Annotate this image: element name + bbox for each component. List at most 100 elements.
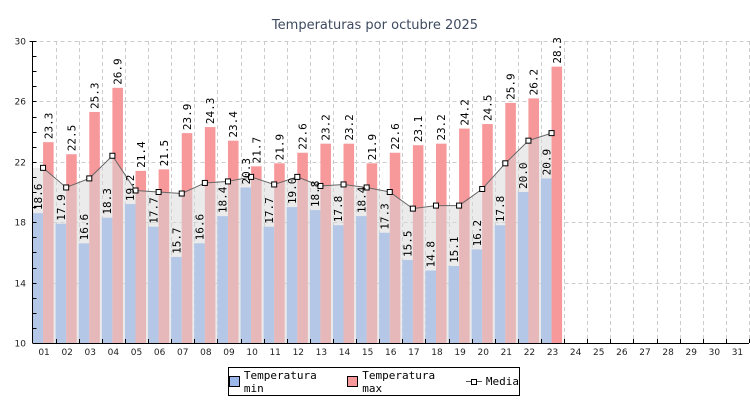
data-label-max: 21.9 [366, 134, 379, 161]
x-tick-label: 06 [154, 348, 166, 358]
data-label-max: 24.2 [458, 99, 471, 126]
media-marker [248, 173, 255, 180]
data-label-max: 21.7 [250, 137, 263, 164]
media-marker [201, 179, 208, 186]
data-label-max: 26.9 [112, 58, 125, 85]
media-marker [548, 130, 555, 137]
x-tick-label: 24 [570, 348, 582, 358]
data-label-max: 22.5 [65, 125, 78, 152]
data-label-max: 22.6 [389, 123, 402, 150]
media-marker [178, 190, 185, 197]
max-swatch-icon [347, 376, 359, 387]
x-tick-label: 07 [177, 348, 188, 358]
x-tick-label: 01 [38, 348, 49, 358]
media-marker [271, 181, 278, 188]
data-label-max: 25.3 [89, 82, 102, 109]
data-label-max: 24.5 [481, 95, 494, 122]
data-label-min: 16.6 [194, 214, 207, 241]
data-label-min: 18.6 [32, 184, 45, 211]
x-tick-label: 05 [131, 348, 142, 358]
media-marker [155, 189, 162, 195]
media-line [40, 130, 555, 212]
media-marker [224, 178, 231, 185]
legend-label-media: Media [485, 375, 519, 388]
data-label-max: 23.4 [227, 111, 240, 138]
x-tick-label: 28 [662, 348, 674, 358]
x-tick-label: 26 [616, 348, 628, 358]
data-label-max: 21.5 [158, 140, 171, 167]
x-tick-label: 29 [685, 348, 697, 358]
legend-label-min: Temperatura min [243, 368, 317, 395]
data-label-max: 25.9 [505, 73, 518, 100]
x-tick-label: 19 [454, 348, 466, 358]
media-marker [409, 205, 416, 212]
media-marker [109, 152, 116, 159]
media-marker [317, 182, 324, 189]
data-label-max: 26.2 [528, 69, 541, 96]
data-label-max: 28.3 [551, 37, 564, 64]
data-label-max: 24.3 [204, 98, 217, 125]
x-tick-label: 08 [200, 348, 212, 358]
x-tick-label: 12 [293, 348, 304, 358]
x-tick-label: 18 [431, 348, 443, 358]
data-label-max: 23.2 [435, 114, 448, 141]
x-tick-label: 22 [524, 348, 535, 358]
x-tick-label: 16 [385, 348, 397, 358]
data-label-max: 23.9 [181, 104, 194, 131]
media-marker [525, 137, 532, 144]
y-tick-label: 26 [15, 98, 27, 108]
y-tick-label: 18 [15, 219, 27, 229]
legend-item-min: Temperatura min [229, 369, 341, 395]
legend-item-media: Media [465, 375, 519, 388]
media-marker [479, 185, 486, 192]
x-tick-label: 04 [108, 348, 120, 358]
x-tick-label: 13 [316, 348, 327, 358]
data-label-min: 16.6 [78, 214, 91, 241]
line-marker-icon [465, 376, 482, 387]
data-label-max: 23.2 [320, 114, 333, 141]
data-labels: 18.6 23.3 17.9 22.5 16.6 25.3 18.3 26.9 19.2 21.4… [32, 37, 564, 267]
data-label-min: 17.7 [147, 197, 160, 224]
data-label-min: 17.7 [263, 197, 276, 224]
data-label-max: 23.3 [42, 113, 55, 140]
y-tick-label: 14 [15, 280, 27, 290]
data-label-min: 15.7 [170, 227, 183, 254]
x-tick-label: 30 [709, 348, 721, 358]
x-tick-label: 09 [223, 348, 235, 358]
data-label-min: 14.8 [425, 241, 438, 268]
x-tick-label: 11 [269, 348, 280, 358]
x-tick-label: 20 [477, 348, 489, 358]
data-label-min: 17.3 [378, 203, 391, 230]
media-marker [386, 189, 393, 195]
data-label-min: 20.9 [540, 149, 553, 176]
y-tick-label: 22 [15, 159, 26, 169]
media-area [32, 133, 552, 343]
data-label-min: 18.3 [101, 188, 114, 215]
data-label-max: 23.1 [412, 116, 425, 143]
data-label-min: 18.8 [309, 181, 322, 208]
axes: 10 14 18 22 26 30 01 02 03 04 05 06 07 08 09 10 11 12 13 14… [15, 38, 750, 358]
legend-label-max: Temperatura max [362, 368, 436, 395]
data-label-min: 18.4 [355, 186, 368, 213]
x-tick-label: 15 [362, 348, 373, 358]
data-label-min: 19.2 [124, 175, 137, 202]
x-tick-label: 17 [408, 348, 419, 358]
data-label-min: 20.0 [517, 163, 530, 190]
chart-title: Temperaturas por octubre 2025 [271, 18, 478, 33]
data-label-min: 18.4 [217, 186, 230, 213]
data-label-min: 15.1 [448, 236, 461, 263]
media-marker [340, 181, 347, 188]
media-marker [294, 173, 301, 180]
x-tick-label: 21 [501, 348, 512, 358]
x-tick-label: 03 [85, 348, 96, 358]
media-marker [40, 164, 47, 171]
media-marker [432, 202, 439, 209]
legend-item-max: Temperatura max [347, 369, 459, 395]
media-marker [63, 184, 70, 191]
x-tick-label: 23 [547, 348, 558, 358]
x-tick-label: 27 [639, 348, 650, 358]
data-label-min: 19.0 [286, 178, 299, 205]
media-marker [86, 175, 93, 182]
data-label-max: 21.4 [135, 141, 148, 168]
